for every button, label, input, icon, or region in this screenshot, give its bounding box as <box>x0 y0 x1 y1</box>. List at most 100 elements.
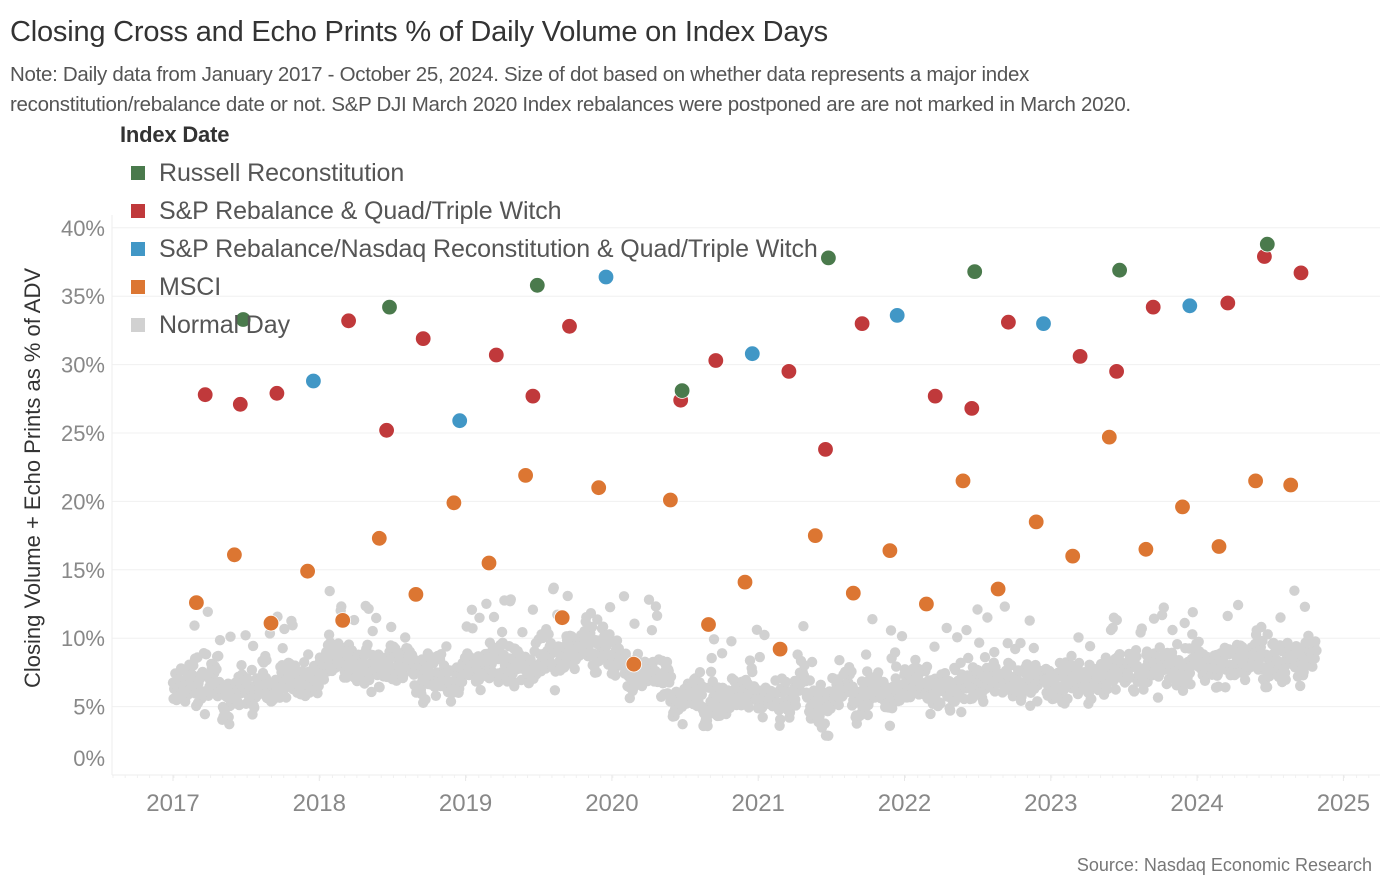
chart-note: Note: Daily data from January 2017 - Oct… <box>10 60 1385 120</box>
point-s-p-rebalance-quad-triple-witch[interactable] <box>1219 294 1237 312</box>
point-msci[interactable] <box>445 494 463 512</box>
point-s-p-rebalance-quad-triple-witch[interactable] <box>1144 298 1162 316</box>
point-s-p-rebalance-quad-triple-witch[interactable] <box>268 385 286 402</box>
point-s-p-rebalance-nasdaq-reconstitution-quad-triple-witch[interactable] <box>597 268 615 286</box>
normal-day-point <box>323 629 335 640</box>
legend-item-sp-rebalance[interactable]: S&P Rebalance & Quad/Triple Witch <box>120 192 818 230</box>
point-msci[interactable] <box>480 554 498 572</box>
normal-day-point <box>1193 636 1204 647</box>
point-s-p-rebalance-quad-triple-witch[interactable] <box>415 330 432 347</box>
x-tick-label: 2020 <box>585 790 638 817</box>
point-s-p-rebalance-nasdaq-reconstitution-quad-triple-witch[interactable] <box>305 372 322 390</box>
point-msci[interactable] <box>554 609 571 626</box>
normal-day-point <box>362 639 373 650</box>
y-tick-label: 15% <box>61 558 105 583</box>
point-s-p-rebalance-quad-triple-witch[interactable] <box>1108 363 1125 380</box>
point-msci[interactable] <box>989 580 1007 598</box>
point-msci[interactable] <box>1064 547 1081 565</box>
point-s-p-rebalance-quad-triple-witch[interactable] <box>853 315 871 332</box>
normal-day-point <box>972 604 983 615</box>
point-s-p-rebalance-quad-triple-witch[interactable] <box>488 346 505 364</box>
point-msci[interactable] <box>700 616 717 633</box>
point-russell-reconstitution[interactable] <box>529 277 546 294</box>
normal-day-point <box>885 625 897 636</box>
point-s-p-rebalance-nasdaq-reconstitution-quad-triple-witch[interactable] <box>744 345 761 362</box>
point-s-p-rebalance-quad-triple-witch[interactable] <box>561 318 578 335</box>
point-s-p-rebalance-quad-triple-witch[interactable] <box>1000 314 1017 331</box>
point-msci[interactable] <box>590 479 607 496</box>
normal-day-point <box>610 670 621 681</box>
normal-day-point <box>1073 632 1084 643</box>
point-s-p-rebalance-nasdaq-reconstitution-quad-triple-witch[interactable] <box>1035 315 1052 332</box>
point-msci[interactable] <box>407 586 425 603</box>
normal-day-point <box>225 631 236 642</box>
legend-item-msci[interactable]: MSCI <box>120 268 818 306</box>
point-s-p-rebalance-quad-triple-witch[interactable] <box>1071 348 1089 365</box>
point-msci[interactable] <box>226 546 243 564</box>
normal-day-point <box>726 636 737 647</box>
point-s-p-rebalance-quad-triple-witch[interactable] <box>927 387 944 405</box>
legend-item-sp-nasdaq[interactable]: S&P Rebalance/Nasdaq Reconstitution & Qu… <box>120 230 818 268</box>
point-msci[interactable] <box>845 584 862 602</box>
point-msci[interactable] <box>517 467 534 484</box>
point-s-p-rebalance-nasdaq-reconstitution-quad-triple-witch[interactable] <box>1181 297 1199 315</box>
point-russell-reconstitution[interactable] <box>820 249 837 267</box>
point-msci[interactable] <box>771 640 789 658</box>
normal-day-point <box>1311 645 1322 656</box>
point-s-p-rebalance-quad-triple-witch[interactable] <box>1292 264 1310 282</box>
point-msci[interactable] <box>371 530 388 547</box>
point-msci[interactable] <box>1174 498 1191 516</box>
normal-day-point <box>759 629 770 641</box>
normal-day-point <box>896 631 908 642</box>
point-s-p-rebalance-quad-triple-witch[interactable] <box>707 352 725 369</box>
normal-day-point <box>1179 617 1190 629</box>
point-s-p-rebalance-nasdaq-reconstitution-quad-triple-witch[interactable] <box>889 307 906 324</box>
point-s-p-rebalance-quad-triple-witch[interactable] <box>232 396 249 413</box>
point-s-p-rebalance-quad-triple-witch[interactable] <box>196 386 214 403</box>
point-russell-reconstitution[interactable] <box>1111 262 1128 279</box>
point-msci[interactable] <box>1210 538 1228 555</box>
y-tick-label: 30% <box>61 353 105 378</box>
normal-day-point <box>517 627 528 638</box>
point-msci[interactable] <box>1282 476 1299 494</box>
point-msci[interactable] <box>918 595 935 613</box>
point-s-p-rebalance-nasdaq-reconstitution-quad-triple-witch[interactable] <box>451 412 468 429</box>
point-russell-reconstitution[interactable] <box>234 311 252 328</box>
point-msci[interactable] <box>1247 472 1264 490</box>
point-s-p-rebalance-quad-triple-witch[interactable] <box>524 387 542 405</box>
point-msci[interactable] <box>625 656 643 673</box>
point-msci[interactable] <box>954 472 972 490</box>
normal-day-point <box>202 606 213 617</box>
point-msci[interactable] <box>1137 541 1155 558</box>
point-msci[interactable] <box>881 542 899 559</box>
legend-label: S&P Rebalance/Nasdaq Reconstitution & Qu… <box>159 234 818 263</box>
point-s-p-rebalance-quad-triple-witch[interactable] <box>817 441 834 458</box>
point-russell-reconstitution[interactable] <box>381 298 398 316</box>
normal-day-point <box>593 655 605 667</box>
point-s-p-rebalance-quad-triple-witch[interactable] <box>963 400 981 417</box>
point-s-p-rebalance-quad-triple-witch[interactable] <box>378 422 395 439</box>
point-msci[interactable] <box>662 491 679 509</box>
point-msci[interactable] <box>299 563 316 580</box>
point-msci[interactable] <box>1101 428 1118 446</box>
point-msci[interactable] <box>334 612 351 629</box>
point-russell-reconstitution[interactable] <box>966 263 983 280</box>
normal-day-point <box>1152 692 1164 703</box>
point-msci[interactable] <box>1027 513 1045 531</box>
point-s-p-rebalance-quad-triple-witch[interactable] <box>340 312 357 330</box>
normal-day-point <box>1024 615 1035 626</box>
normal-day-point <box>982 612 993 623</box>
point-msci[interactable] <box>262 615 280 632</box>
point-msci[interactable] <box>188 594 205 611</box>
point-russell-reconstitution[interactable] <box>673 382 691 399</box>
point-msci[interactable] <box>807 527 824 544</box>
legend-item-russell[interactable]: Russell Reconstitution <box>120 154 818 192</box>
point-msci[interactable] <box>736 573 754 591</box>
normal-day-point <box>705 666 717 677</box>
normal-day-point <box>873 667 884 678</box>
point-russell-reconstitution[interactable] <box>1259 235 1276 253</box>
point-s-p-rebalance-quad-triple-witch[interactable] <box>780 363 798 380</box>
legend-item-normal-day[interactable]: Normal Day <box>120 306 818 344</box>
normal-day-point <box>456 676 468 688</box>
normal-day-point <box>1084 641 1096 652</box>
